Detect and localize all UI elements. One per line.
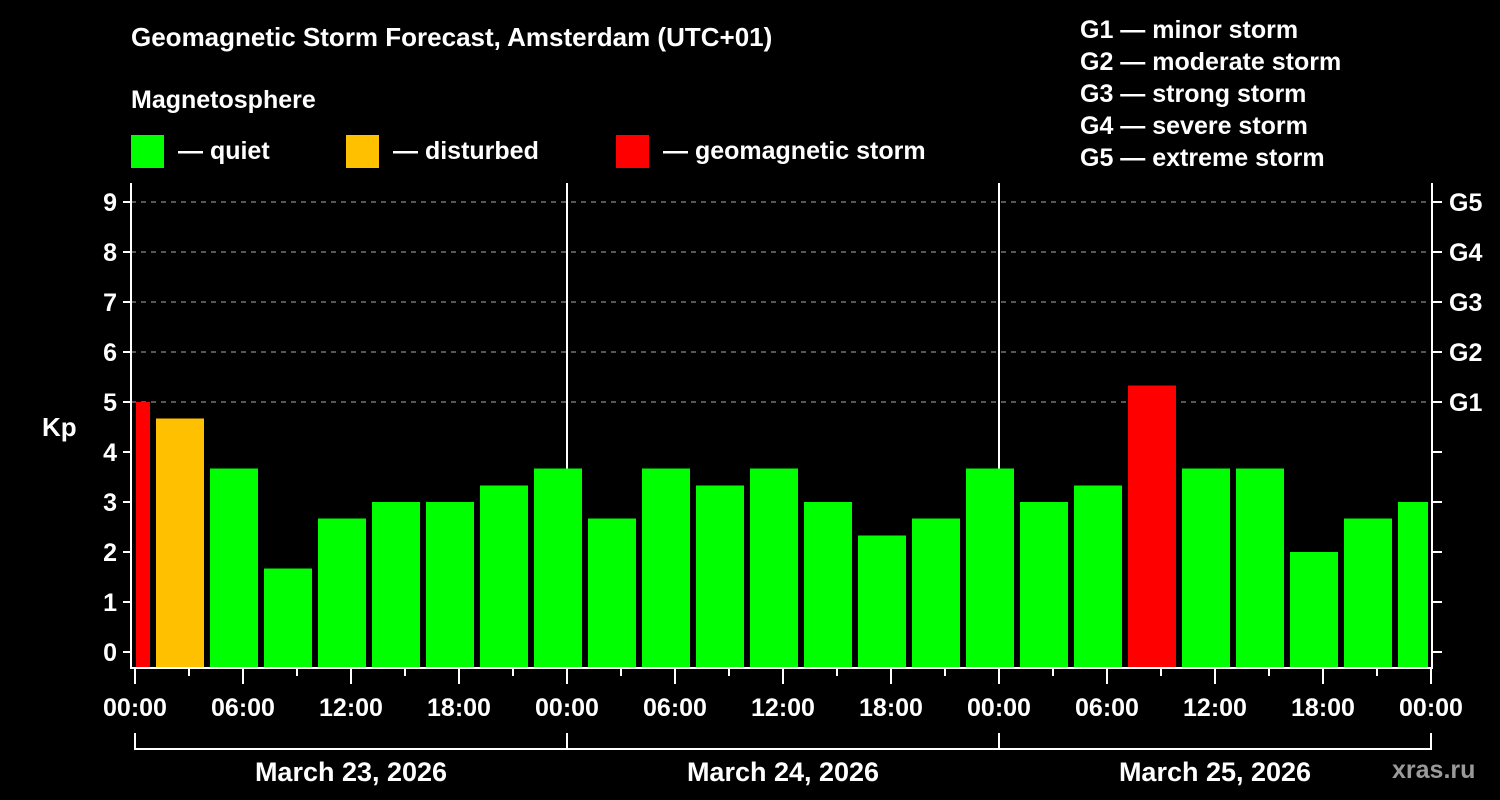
y-axis-label: Kp — [42, 412, 77, 442]
g-scale-tick-label: G3 — [1449, 289, 1482, 317]
y-axis-left: 0 1 2 3 4 5 6 7 8 9 — [103, 189, 131, 667]
kp-bar-quiet — [1398, 502, 1428, 667]
kp-bar-quiet — [1344, 518, 1392, 667]
legend-swatch-quiet — [131, 134, 164, 168]
y-tick-label: 4 — [103, 439, 117, 467]
g-scale-item-g1: G1 — minor storm — [1080, 16, 1299, 44]
legend-heading: Magnetosphere — [131, 86, 316, 114]
kp-bar-quiet — [1236, 468, 1284, 667]
y-tick-label: 8 — [103, 239, 117, 267]
x-tick-label: 00:00 — [103, 694, 167, 722]
x-tick-label: 00:00 — [535, 694, 599, 722]
g-scale-legend: G1 — minor storm G2 — moderate storm G3 … — [1080, 14, 1341, 174]
legend-swatch-disturbed — [346, 134, 379, 168]
kp-bar-quiet — [1074, 485, 1122, 667]
kp-bar-quiet — [912, 518, 960, 667]
kp-bar-disturbed — [156, 418, 204, 667]
kp-bar-quiet — [966, 468, 1014, 667]
x-tick-label: 12:00 — [319, 694, 383, 722]
g-scale-tick-label: G4 — [1449, 239, 1482, 267]
date-label: March 23, 2026 — [255, 757, 447, 787]
g-scale-item-g4: G4 — severe storm — [1080, 112, 1308, 140]
kp-bar-quiet — [426, 502, 474, 667]
y-tick-label: 2 — [103, 539, 117, 567]
watermark: xras.ru — [1392, 756, 1476, 784]
date-label: March 24, 2026 — [687, 757, 879, 787]
kp-bar-quiet — [1182, 468, 1230, 667]
kp-bar-storm — [1128, 385, 1176, 667]
x-tick-label: 12:00 — [1183, 694, 1247, 722]
kp-bar-quiet — [750, 468, 798, 667]
kp-bar-quiet — [588, 518, 636, 667]
legend-item-storm: — geomagnetic storm — [616, 134, 926, 168]
x-tick-label: 06:00 — [1075, 694, 1139, 722]
g-scale-tick-label: G1 — [1449, 389, 1482, 417]
kp-bar-storm — [136, 402, 150, 667]
g-scale-item-g5: G5 — extreme storm — [1080, 144, 1325, 172]
y-tick-label: 1 — [103, 589, 117, 617]
y-tick-label: 0 — [103, 639, 117, 667]
y-tick-label: 3 — [103, 489, 117, 517]
y-axis-right-g-scale: G1 G2 G3 G4 G5 — [1432, 189, 1482, 653]
g-scale-tick-label: G5 — [1449, 189, 1482, 217]
kp-bar-quiet — [642, 468, 690, 667]
x-tick-label: 06:00 — [211, 694, 275, 722]
x-axis-dates: March 23, 2026 March 24, 2026 March 25, 20… — [134, 733, 1432, 787]
date-label: March 25, 2026 — [1119, 757, 1311, 787]
y-tick-label: 7 — [103, 289, 117, 317]
x-tick-label: 12:00 — [751, 694, 815, 722]
g-scale-item-g2: G2 — moderate storm — [1080, 48, 1342, 76]
x-axis-time: 00:00 06:00 12:00 18:00 00:00 06:00 12:00 18:00… — [103, 668, 1463, 722]
x-tick-label: 00:00 — [1399, 694, 1463, 722]
y-tick-label: 5 — [103, 389, 117, 417]
kp-bar-quiet — [480, 485, 528, 667]
y-tick-label: 9 — [103, 189, 117, 217]
kp-bar-quiet — [264, 568, 312, 667]
legend-item-disturbed: — disturbed — [346, 134, 539, 168]
kp-bar-quiet — [1020, 502, 1068, 667]
bar-series — [136, 385, 1428, 667]
kp-bar-quiet — [1290, 552, 1338, 667]
kp-bar-quiet — [318, 518, 366, 667]
x-tick-label: 00:00 — [967, 694, 1031, 722]
kp-bar-quiet — [372, 502, 420, 667]
x-tick-label: 18:00 — [427, 694, 491, 722]
x-tick-label: 18:00 — [859, 694, 923, 722]
kp-bar-quiet — [858, 535, 906, 667]
kp-bar-quiet — [210, 468, 258, 667]
legend-swatch-storm — [616, 134, 649, 168]
chart-title: Geomagnetic Storm Forecast, Amsterdam (U… — [131, 22, 773, 52]
legend-label-quiet: — quiet — [178, 136, 270, 165]
legend-label-storm: — geomagnetic storm — [663, 136, 926, 165]
legend-item-quiet: — quiet — [131, 134, 270, 168]
legend-label-disturbed: — disturbed — [393, 136, 539, 165]
kp-bar-quiet — [696, 485, 744, 667]
kp-bar-quiet — [534, 468, 582, 667]
g-scale-tick-label: G2 — [1449, 339, 1482, 367]
grid-lines — [131, 183, 1432, 668]
kp-bar-quiet — [804, 502, 852, 667]
x-tick-label: 06:00 — [643, 694, 707, 722]
x-tick-label: 18:00 — [1291, 694, 1355, 722]
y-tick-label: 6 — [103, 339, 117, 367]
g-scale-item-g3: G3 — strong storm — [1080, 80, 1307, 108]
